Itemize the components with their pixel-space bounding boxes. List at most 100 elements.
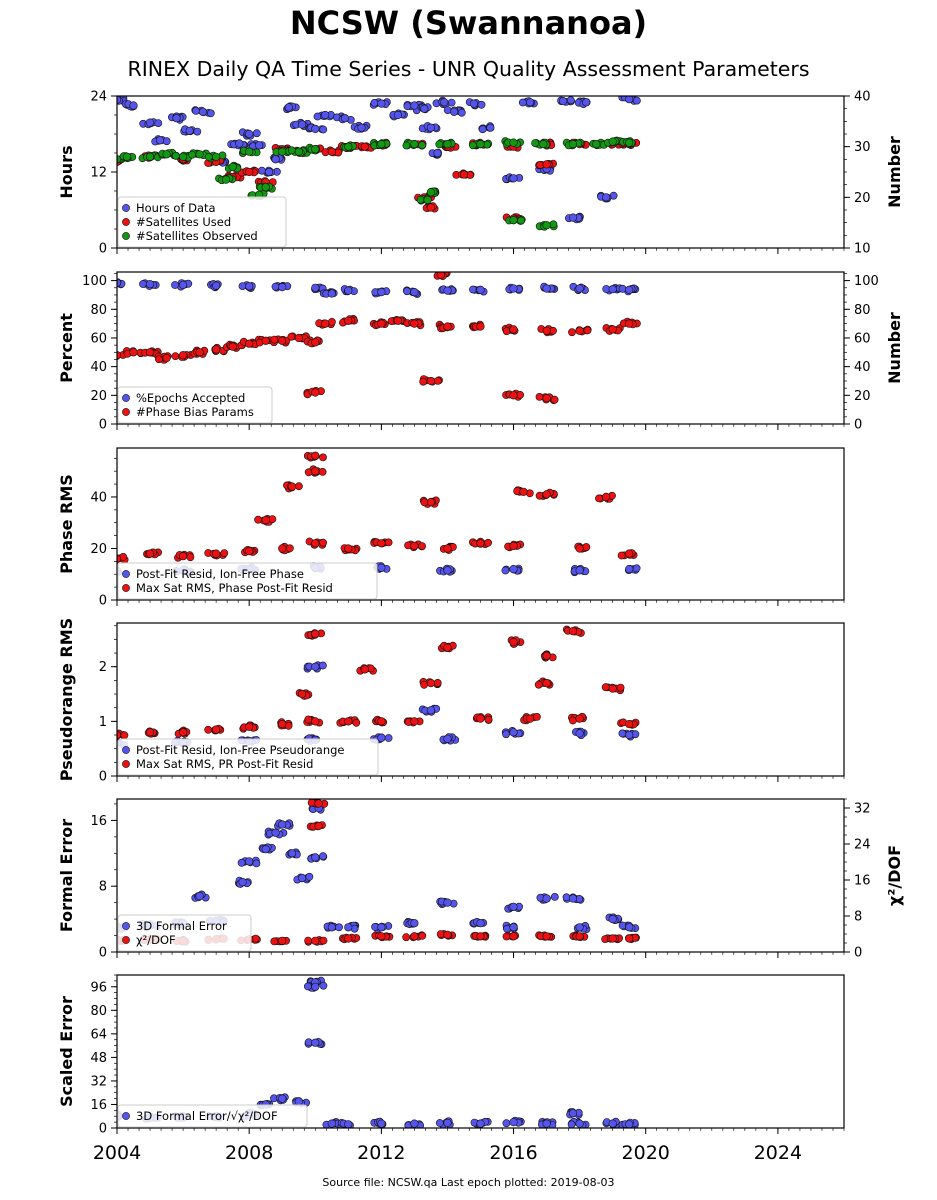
point-cluster-blue bbox=[478, 125, 487, 134]
point-cluster-blue bbox=[567, 1120, 576, 1128]
data-point-green-25 bbox=[542, 221, 551, 230]
data-point-blue-3 bbox=[195, 891, 204, 901]
point-cluster-blue bbox=[457, 108, 466, 117]
data-point-blue-21 bbox=[410, 101, 419, 110]
data-point-red-9 bbox=[311, 451, 320, 460]
y-axis-title-right: Number bbox=[885, 136, 904, 208]
point-cluster-red bbox=[154, 355, 163, 364]
data-point-blue-17 bbox=[625, 285, 634, 295]
point-cluster-blue bbox=[502, 1119, 511, 1128]
y-axis-title: Pseudorange RMS bbox=[57, 618, 76, 781]
point-cluster-red bbox=[307, 799, 316, 807]
point-cluster-blue bbox=[191, 107, 200, 115]
data-point-blue-23 bbox=[568, 894, 578, 903]
y-right-tick-label: 32 bbox=[854, 802, 871, 817]
data-point-red-18 bbox=[519, 487, 528, 496]
data-point-blue-12 bbox=[476, 285, 485, 295]
point-cluster-blue bbox=[271, 282, 280, 291]
data-point-blue-20 bbox=[393, 110, 403, 120]
data-point-blue-15 bbox=[311, 124, 320, 133]
y-tick-label: 48 bbox=[90, 1051, 107, 1066]
y-right-tick-label: 80 bbox=[854, 303, 871, 318]
point-cluster-blue bbox=[403, 102, 412, 110]
data-point-blue-23 bbox=[426, 123, 436, 132]
x-tick-label: 2016 bbox=[489, 1142, 537, 1164]
point-cluster-green bbox=[468, 141, 477, 150]
point-cluster-blue bbox=[447, 98, 456, 107]
point-cluster-green bbox=[418, 141, 426, 150]
y-tick-label: 0 bbox=[99, 242, 107, 257]
data-point-red-5 bbox=[278, 719, 287, 729]
data-point-red-7 bbox=[314, 799, 323, 808]
point-cluster-blue bbox=[319, 125, 328, 134]
data-point-red-3 bbox=[212, 549, 221, 558]
point-cluster-red bbox=[534, 680, 543, 689]
data-point-blue-10 bbox=[288, 849, 297, 858]
point-cluster-blue bbox=[618, 729, 627, 738]
data-point-red-21 bbox=[601, 492, 611, 502]
legend-marker bbox=[122, 936, 130, 944]
data-point-green-17 bbox=[410, 140, 419, 149]
data-points-phase-rms bbox=[117, 451, 641, 577]
y-right-tick-label: 20 bbox=[854, 389, 871, 404]
point-cluster-blue bbox=[633, 96, 641, 105]
point-cluster-red bbox=[533, 713, 541, 721]
data-point-red-10 bbox=[327, 147, 336, 156]
data-point-red-9 bbox=[344, 717, 353, 726]
data-point-blue-5 bbox=[443, 566, 452, 575]
y-right-tick-label: 0 bbox=[854, 418, 862, 433]
data-point-blue-32 bbox=[558, 96, 568, 106]
data-point-blue-14 bbox=[542, 284, 551, 293]
data-point-blue-3 bbox=[155, 136, 165, 145]
y-right-tick-label: 24 bbox=[854, 838, 871, 853]
data-point-red-6 bbox=[212, 345, 221, 354]
point-cluster-red bbox=[595, 494, 603, 503]
data-points-hours-satellites bbox=[106, 96, 641, 231]
data-point-blue-6 bbox=[509, 564, 518, 574]
point-cluster-red bbox=[304, 936, 312, 945]
data-point-blue-10 bbox=[625, 730, 634, 740]
data-point-blue-20 bbox=[509, 902, 518, 911]
data-point-blue-7 bbox=[575, 566, 584, 575]
data-point-red-15 bbox=[443, 544, 452, 553]
point-cluster-blue bbox=[193, 127, 202, 136]
data-point-blue-10 bbox=[255, 141, 264, 150]
y-right-tick-label: 40 bbox=[854, 90, 871, 105]
point-cluster-red bbox=[319, 936, 328, 945]
data-point-red-23 bbox=[625, 719, 634, 729]
point-cluster-blue bbox=[303, 982, 312, 991]
point-cluster-blue bbox=[319, 981, 328, 990]
y-axis-title: Hours bbox=[57, 145, 76, 198]
point-cluster-red bbox=[433, 679, 442, 687]
x-tick-label: 2024 bbox=[754, 1142, 802, 1164]
data-point-blue-36 bbox=[625, 96, 634, 104]
legend-marker bbox=[122, 1112, 130, 1120]
point-cluster-red bbox=[568, 328, 576, 337]
point-cluster-blue bbox=[106, 97, 113, 104]
point-cluster-red bbox=[270, 335, 279, 344]
point-cluster-red bbox=[319, 538, 327, 547]
data-point-red-11 bbox=[344, 544, 353, 553]
point-cluster-blue bbox=[403, 287, 411, 296]
data-point-blue-5 bbox=[278, 283, 287, 292]
data-point-red-5 bbox=[261, 515, 270, 525]
data-point-blue-35 bbox=[601, 193, 611, 202]
data-point-red-12 bbox=[360, 142, 369, 151]
legend-label: 3D Formal Error bbox=[136, 919, 227, 933]
point-cluster-blue bbox=[238, 282, 247, 290]
point-cluster-blue bbox=[502, 730, 510, 739]
legend-label: χ²/DOF bbox=[136, 933, 176, 947]
data-point-red-10 bbox=[360, 665, 369, 674]
data-point-green-11 bbox=[261, 183, 270, 192]
data-point-blue-34 bbox=[582, 98, 591, 107]
data-point-red-23 bbox=[542, 160, 551, 169]
point-cluster-red bbox=[120, 731, 129, 740]
point-cluster-red bbox=[402, 933, 411, 942]
data-point-red-13 bbox=[426, 678, 436, 688]
data-point-blue-0 bbox=[117, 278, 122, 287]
legend-box bbox=[117, 914, 252, 952]
data-point-green-24 bbox=[539, 140, 548, 149]
data-point-blue-10 bbox=[410, 288, 419, 297]
legend-label: Hours of Data bbox=[136, 201, 216, 215]
